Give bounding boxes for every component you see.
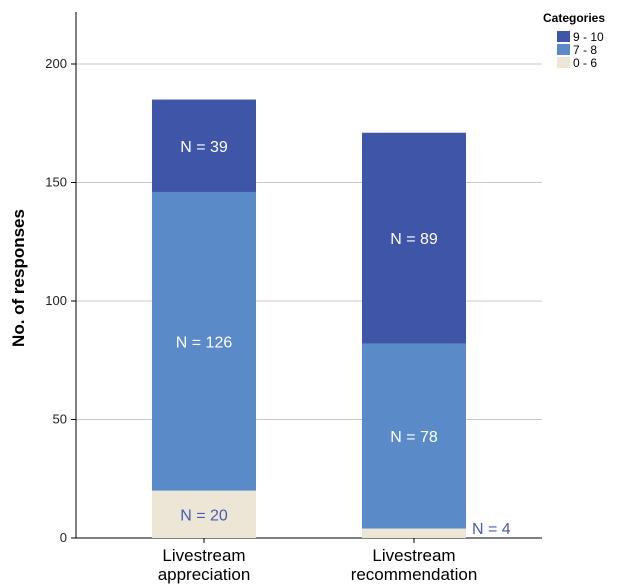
x-category-label: appreciation (158, 565, 251, 584)
legend-swatch (557, 31, 570, 42)
y-tick-labels: 0 50 100 150 200 (45, 56, 76, 545)
y-axis-label: No. of responses (9, 209, 28, 347)
y-tick-label: 150 (45, 175, 67, 190)
bars: N = 20 N = 126 N = 39 N = 4 N = 78 N = 89 (152, 100, 511, 538)
data-label: N = 39 (180, 139, 228, 156)
x-category-label: Livestream (372, 546, 455, 565)
data-label: N = 4 (472, 521, 511, 538)
x-category-label: recommendation (351, 565, 478, 584)
legend-label: 7 - 8 (573, 43, 597, 57)
legend-swatch (557, 57, 570, 68)
data-label: N = 89 (390, 231, 438, 248)
y-tick-label: 100 (45, 293, 67, 308)
legend-swatch (557, 44, 570, 55)
data-label: N = 78 (390, 429, 438, 446)
gridlines (76, 64, 542, 420)
y-tick-label: 0 (60, 530, 67, 545)
x-category-labels: LivestreamappreciationLivestreamrecommen… (158, 538, 478, 584)
y-tick-label: 200 (45, 56, 67, 71)
x-category-label: Livestream (162, 546, 245, 565)
y-tick-label: 50 (53, 412, 67, 427)
legend-label: 9 - 10 (573, 30, 604, 44)
bar-segment (362, 529, 466, 538)
legend-label: 0 - 6 (573, 56, 597, 70)
data-label: N = 20 (180, 507, 228, 524)
legend: Categories 9 - 107 - 80 - 6 (543, 11, 605, 70)
legend-title: Categories (543, 11, 605, 25)
data-label: N = 126 (176, 334, 233, 351)
